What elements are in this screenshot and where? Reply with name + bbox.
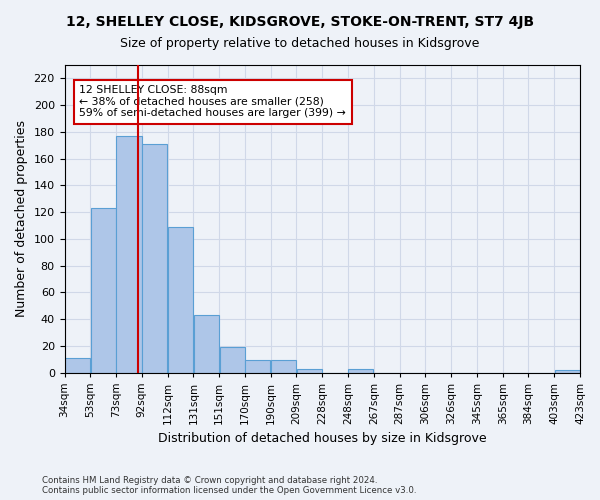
- Bar: [142, 144, 167, 372]
- Text: 12 SHELLEY CLOSE: 88sqm
← 38% of detached houses are smaller (258)
59% of semi-d: 12 SHELLEY CLOSE: 88sqm ← 38% of detache…: [79, 85, 346, 118]
- Bar: [554, 370, 580, 372]
- X-axis label: Distribution of detached houses by size in Kidsgrove: Distribution of detached houses by size …: [158, 432, 487, 445]
- Bar: [194, 315, 219, 372]
- Bar: [349, 368, 373, 372]
- Bar: [116, 136, 142, 372]
- Bar: [65, 358, 90, 372]
- Text: 12, SHELLEY CLOSE, KIDSGROVE, STOKE-ON-TRENT, ST7 4JB: 12, SHELLEY CLOSE, KIDSGROVE, STOKE-ON-T…: [66, 15, 534, 29]
- Bar: [245, 360, 271, 372]
- Y-axis label: Number of detached properties: Number of detached properties: [15, 120, 28, 318]
- Bar: [271, 360, 296, 372]
- Text: Size of property relative to detached houses in Kidsgrove: Size of property relative to detached ho…: [121, 38, 479, 51]
- Bar: [220, 347, 245, 372]
- Bar: [297, 368, 322, 372]
- Bar: [91, 208, 116, 372]
- Bar: [168, 227, 193, 372]
- Text: Contains HM Land Registry data © Crown copyright and database right 2024.
Contai: Contains HM Land Registry data © Crown c…: [42, 476, 416, 495]
